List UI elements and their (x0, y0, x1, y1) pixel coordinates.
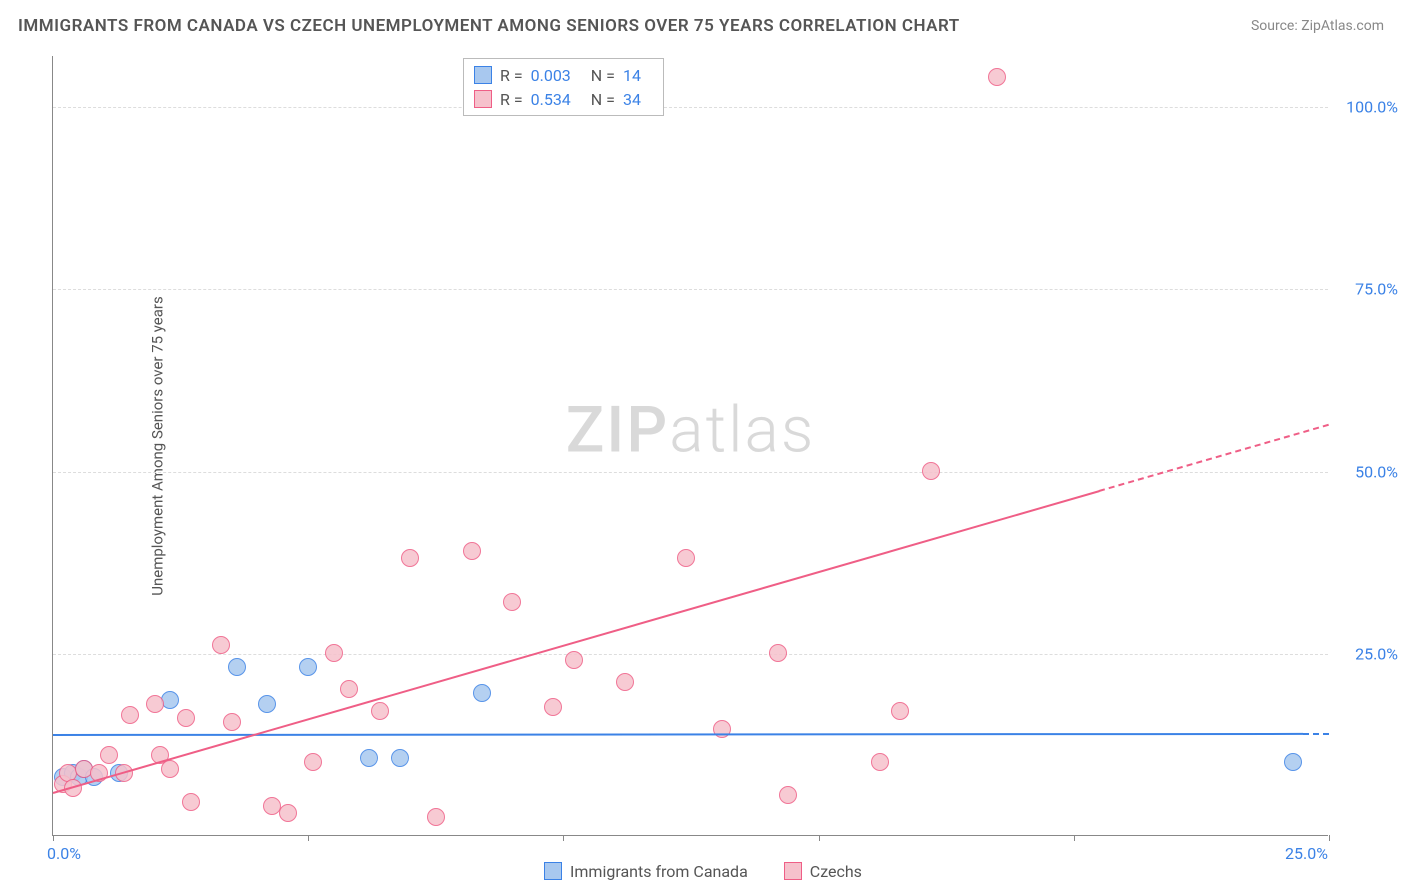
scatter-point (177, 709, 195, 727)
legend-swatch (544, 862, 562, 880)
scatter-point (391, 749, 409, 767)
legend-swatch (784, 862, 802, 880)
legend-r-label: R = (500, 66, 523, 85)
legend-bottom-item: Immigrants from Canada (544, 862, 748, 881)
trend-line (1099, 424, 1329, 492)
scatter-point (360, 749, 378, 767)
legend-series-label: Immigrants from Canada (570, 862, 748, 881)
scatter-point (713, 720, 731, 738)
chart-title: IMMIGRANTS FROM CANADA VS CZECH UNEMPLOY… (18, 16, 960, 36)
legend-r-value: 0.003 (531, 66, 571, 85)
legend-row: R = 0.534 N = 34 (474, 87, 653, 111)
gridline-h (53, 289, 1328, 290)
x-tick (1329, 835, 1330, 841)
x-tick (1074, 835, 1075, 841)
legend-correlation-box: R = 0.003 N = 14 R = 0.534 N = 34 (463, 58, 664, 116)
scatter-point (371, 702, 389, 720)
scatter-point (299, 658, 317, 676)
scatter-point (161, 760, 179, 778)
gridline-h (53, 107, 1328, 108)
x-tick (308, 835, 309, 841)
scatter-point (473, 684, 491, 702)
scatter-point (325, 644, 343, 662)
legend-n-label: N = (591, 66, 615, 85)
scatter-point (161, 691, 179, 709)
scatter-point (565, 651, 583, 669)
scatter-point (340, 680, 358, 698)
scatter-point (427, 808, 445, 826)
scatter-point (223, 713, 241, 731)
scatter-point (891, 702, 909, 720)
x-tick (53, 835, 54, 841)
scatter-point (677, 549, 695, 567)
scatter-point (503, 593, 521, 611)
plot-area: ZIPatlas 25.0%50.0%75.0%100.0%0.0%25.0%R… (52, 56, 1328, 836)
x-tick (819, 835, 820, 841)
scatter-point (228, 658, 246, 676)
scatter-point (100, 746, 118, 764)
source-label: Source: ZipAtlas.com (1251, 18, 1384, 34)
legend-row: R = 0.003 N = 14 (474, 63, 653, 87)
scatter-point (304, 753, 322, 771)
legend-series-label: Czechs (810, 862, 862, 881)
legend-r-label: R = (500, 90, 523, 109)
y-tick-label: 25.0% (1336, 644, 1398, 663)
scatter-point (1284, 753, 1302, 771)
scatter-point (182, 793, 200, 811)
y-tick-label: 100.0% (1336, 98, 1398, 117)
scatter-point (212, 636, 230, 654)
scatter-point (544, 698, 562, 716)
scatter-point (258, 695, 276, 713)
scatter-point (401, 549, 419, 567)
trend-line (1303, 733, 1329, 735)
scatter-point (616, 673, 634, 691)
scatter-point (463, 542, 481, 560)
gridline-h (53, 654, 1328, 655)
legend-bottom: Immigrants from Canada Czechs (0, 862, 1406, 885)
y-tick-label: 75.0% (1336, 280, 1398, 299)
y-tick-label: 50.0% (1336, 462, 1398, 481)
legend-swatch (474, 66, 492, 84)
legend-n-label: N = (591, 90, 615, 109)
watermark: ZIPatlas (566, 392, 816, 467)
x-tick-label: 0.0% (47, 844, 81, 863)
legend-bottom-item: Czechs (784, 862, 862, 881)
scatter-point (871, 753, 889, 771)
scatter-point (922, 462, 940, 480)
scatter-point (146, 695, 164, 713)
gridline-h (53, 472, 1328, 473)
scatter-point (279, 804, 297, 822)
scatter-point (779, 786, 797, 804)
legend-n-value: 34 (623, 90, 641, 109)
x-tick (563, 835, 564, 841)
trend-line (53, 490, 1100, 794)
legend-swatch (474, 90, 492, 108)
trend-line (53, 733, 1303, 736)
legend-n-value: 14 (623, 66, 641, 85)
scatter-point (121, 706, 139, 724)
legend-r-value: 0.534 (531, 90, 571, 109)
scatter-point (988, 68, 1006, 86)
x-tick-label: 25.0% (1285, 844, 1328, 863)
scatter-point (769, 644, 787, 662)
